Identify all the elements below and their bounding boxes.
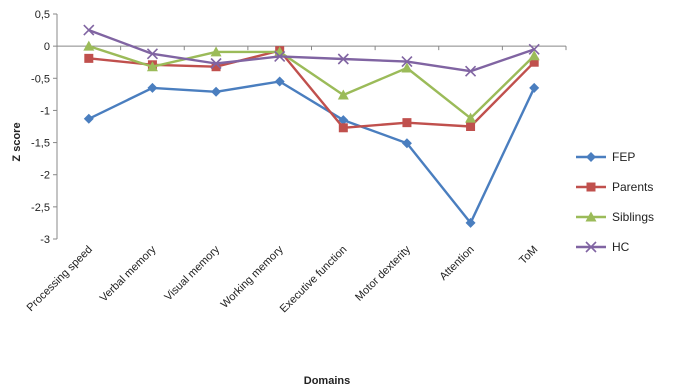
data-point-siblings — [337, 89, 349, 100]
marker-stroke — [83, 24, 95, 36]
legend-label: Parents — [612, 180, 653, 194]
marker-stroke — [146, 48, 159, 60]
data-point-siblings — [210, 46, 222, 57]
data-point-fep — [465, 217, 476, 228]
data-point-parents — [529, 57, 539, 67]
data-point-fep — [338, 115, 349, 126]
y-tick-label: -1,5 — [31, 138, 50, 150]
legend-label: FEP — [612, 150, 635, 164]
data-point-siblings — [401, 62, 413, 73]
series-fep — [83, 76, 540, 228]
x-category-label: Visual memory — [162, 243, 222, 303]
marker-stroke — [528, 43, 540, 55]
data-point-siblings — [465, 112, 477, 123]
series-line-fep — [88, 80, 536, 225]
legend-marker — [586, 152, 596, 162]
x-category-label: ToM — [517, 244, 540, 267]
data-point-siblings — [528, 50, 540, 61]
y-axis: 0,5 0 -0,5 -1 -1,5 -2 -2,5 -3 — [31, 9, 58, 246]
data-point-parents — [466, 122, 476, 131]
data-point-hc — [210, 57, 222, 70]
data-point-hc — [83, 24, 95, 36]
y-tick-label: -1 — [40, 105, 50, 117]
legend-item-fep: FEP — [576, 150, 635, 164]
legend-item-siblings: Siblings — [576, 210, 654, 224]
y-tick-label: -2,5 — [31, 202, 50, 214]
y-axis-title: Z score — [11, 122, 23, 161]
legend-marker — [586, 182, 596, 192]
data-point-fep — [401, 138, 412, 149]
x-category-label: Processing speed — [25, 244, 95, 314]
marker-stroke — [464, 65, 477, 77]
legend-label: HC — [612, 240, 630, 254]
x-category-label: Attention — [437, 244, 476, 283]
data-point-hc — [464, 65, 477, 77]
marker-stroke — [401, 56, 413, 68]
legend: FEP Parents Siblings HC — [576, 150, 654, 254]
data-point-parents — [338, 123, 348, 133]
x-category-label: Working memory — [219, 243, 286, 310]
data-point-hc — [401, 56, 413, 68]
x-axis-title: Domains — [304, 375, 350, 387]
data-point-hc — [337, 53, 349, 65]
series-line-siblings — [88, 45, 536, 120]
x-category-label: Verbal memory — [98, 243, 159, 304]
data-point-fep — [529, 82, 540, 93]
y-tick-label: -2 — [40, 170, 50, 182]
data-point-parents — [84, 53, 94, 63]
legend-marker — [585, 241, 597, 253]
series-line-hc — [88, 28, 535, 73]
data-point-hc — [274, 50, 286, 62]
data-point-hc — [146, 48, 159, 60]
y-tick-label: -3 — [40, 234, 50, 246]
data-point-fep — [83, 113, 94, 124]
marker-stroke — [210, 57, 222, 70]
series-siblings — [83, 40, 540, 123]
series-hc — [83, 24, 540, 77]
marker-stroke — [274, 50, 286, 62]
legend-label: Siblings — [612, 210, 654, 224]
data-point-siblings — [83, 40, 95, 51]
data-point-hc — [528, 43, 540, 55]
data-point-fep — [211, 86, 222, 97]
data-point-fep — [147, 82, 158, 93]
legend-marker — [585, 211, 597, 222]
legend-item-parents: Parents — [576, 180, 653, 194]
data-point-fep — [274, 76, 285, 87]
x-axis: Processing speed Verbal memory Visual memo… — [25, 45, 567, 316]
marker-stroke — [585, 241, 597, 253]
data-point-parents — [211, 62, 221, 72]
legend-item-hc: HC — [576, 240, 630, 254]
y-tick-label: 0 — [44, 41, 50, 53]
y-tick-label: 0,5 — [35, 9, 50, 21]
y-tick-label: -0,5 — [31, 73, 50, 85]
marker-stroke — [337, 53, 349, 65]
x-category-label: Motor dexterity — [353, 243, 413, 303]
x-category-label: Executive function — [278, 244, 350, 316]
data-point-siblings — [146, 61, 158, 72]
series-layer — [83, 24, 540, 228]
data-point-parents — [402, 118, 412, 128]
